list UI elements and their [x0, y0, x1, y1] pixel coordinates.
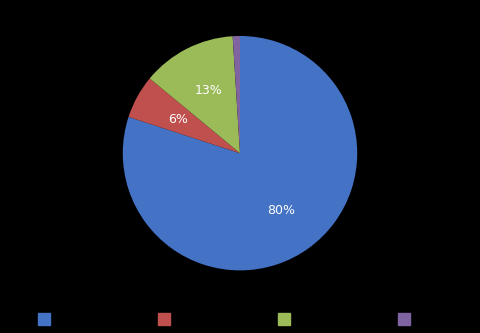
Wedge shape	[129, 79, 240, 153]
Text: 6%: 6%	[168, 113, 188, 126]
Text: 80%: 80%	[267, 203, 295, 216]
Wedge shape	[233, 36, 240, 153]
Wedge shape	[123, 36, 357, 270]
Text: 13%: 13%	[194, 84, 222, 97]
Wedge shape	[150, 36, 240, 153]
